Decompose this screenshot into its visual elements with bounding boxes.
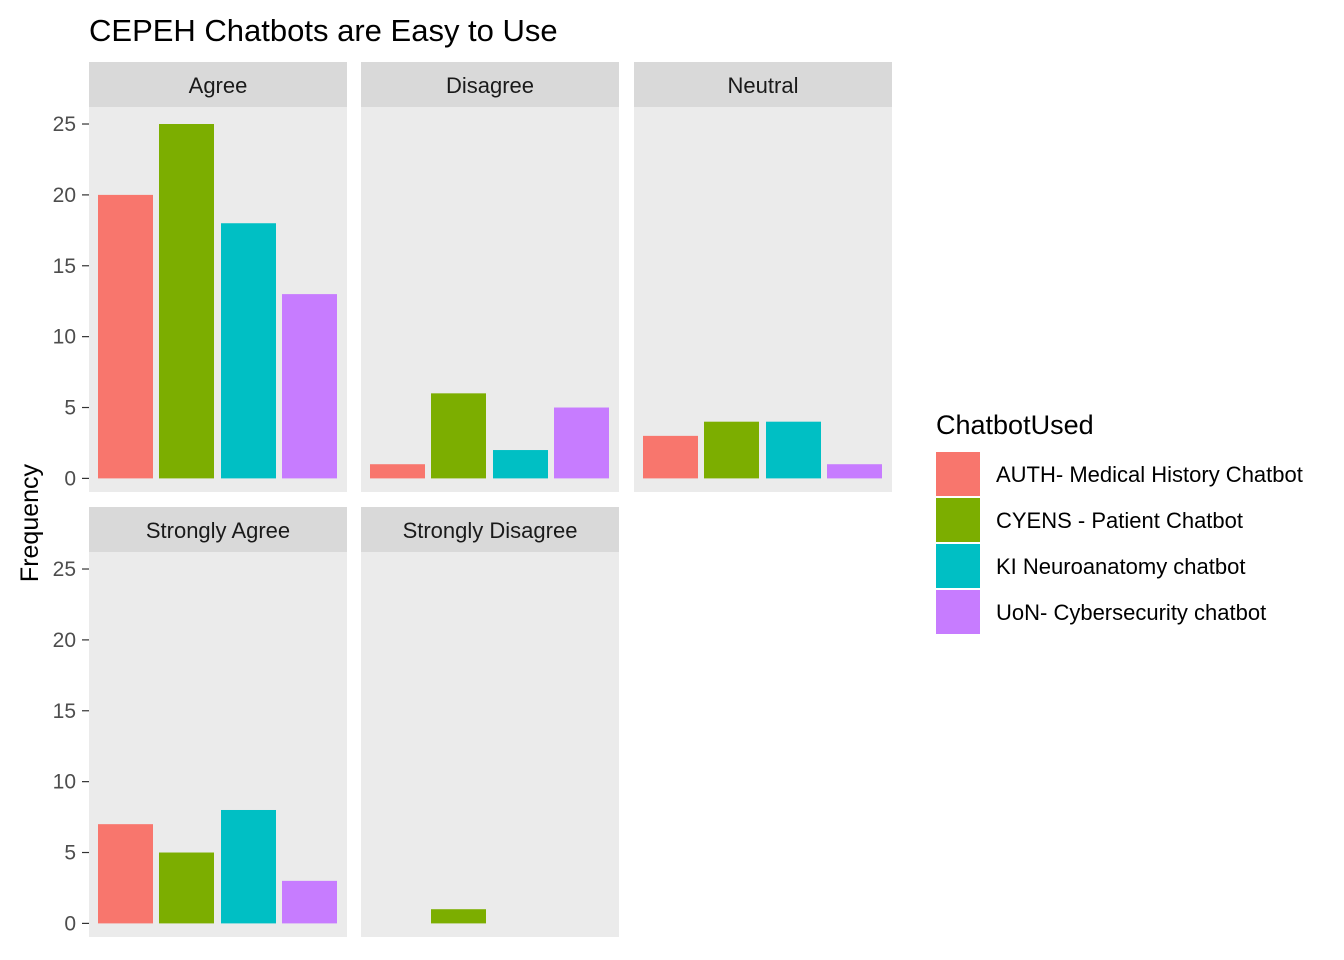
legend-label: CYENS - Patient Chatbot bbox=[996, 508, 1243, 533]
bar bbox=[159, 124, 214, 479]
facet-strip bbox=[89, 507, 347, 552]
bar bbox=[827, 464, 882, 479]
facet-strip-label: Disagree bbox=[446, 73, 534, 98]
bar bbox=[643, 435, 698, 479]
facet-strip-label: Agree bbox=[189, 73, 248, 98]
y-tick-label: 15 bbox=[53, 255, 76, 278]
facet-panel: Disagree bbox=[361, 62, 619, 492]
y-tick-label: 10 bbox=[53, 771, 76, 794]
facet-strip-label: Strongly Disagree bbox=[403, 518, 578, 543]
y-tick-label: 25 bbox=[53, 558, 76, 581]
y-axis-title: Frequency bbox=[16, 463, 44, 582]
y-tick-label: 5 bbox=[64, 842, 76, 865]
bar bbox=[704, 421, 759, 479]
legend-key bbox=[936, 498, 980, 542]
legend-key bbox=[936, 452, 980, 496]
facet-strip-label: Neutral bbox=[728, 73, 799, 98]
chart-title: CEPEH Chatbots are Easy to Use bbox=[89, 13, 558, 48]
bar bbox=[159, 852, 214, 924]
y-tick-label: 5 bbox=[64, 397, 76, 420]
legend-title: ChatbotUsed bbox=[936, 410, 1094, 440]
bar bbox=[98, 824, 153, 924]
bar bbox=[431, 909, 486, 924]
legend: ChatbotUsed AUTH- Medical History Chatbo… bbox=[936, 410, 1303, 634]
y-tick-label: 15 bbox=[53, 700, 76, 723]
facet-strip bbox=[361, 62, 619, 107]
facet-panel: Neutral bbox=[634, 62, 892, 492]
y-tick-label: 0 bbox=[64, 912, 76, 935]
legend-label: KI Neuroanatomy chatbot bbox=[996, 554, 1245, 579]
panel-background bbox=[634, 107, 892, 492]
bar bbox=[554, 407, 609, 479]
bar bbox=[282, 294, 337, 479]
y-tick-label: 0 bbox=[64, 467, 76, 490]
facet-panels: Agree 0 5 10 15 20 25 Disagree Neutral Strongly A… bbox=[53, 62, 892, 937]
legend-label: AUTH- Medical History Chatbot bbox=[996, 462, 1303, 487]
y-tick-label: 25 bbox=[53, 113, 76, 136]
bar bbox=[370, 464, 425, 479]
bar bbox=[431, 393, 486, 479]
panel-background bbox=[361, 552, 619, 937]
bar bbox=[221, 809, 276, 924]
y-tick-label: 20 bbox=[53, 629, 76, 652]
bar bbox=[493, 450, 548, 479]
legend-key bbox=[936, 590, 980, 634]
bar bbox=[766, 421, 821, 479]
facet-strip bbox=[89, 62, 347, 107]
facet-panel: Strongly Agree 0 5 10 15 20 25 bbox=[53, 507, 347, 937]
facet-panel: Strongly Disagree bbox=[361, 507, 619, 937]
y-tick-label: 20 bbox=[53, 184, 76, 207]
y-tick-label: 10 bbox=[53, 326, 76, 349]
facet-panel: Agree 0 5 10 15 20 25 bbox=[53, 62, 347, 492]
facet-strip bbox=[634, 62, 892, 107]
bar bbox=[221, 223, 276, 479]
legend-key bbox=[936, 544, 980, 588]
facet-strip-label: Strongly Agree bbox=[146, 518, 290, 543]
bar bbox=[282, 880, 337, 924]
facet-strip bbox=[361, 507, 619, 552]
bar bbox=[98, 194, 153, 479]
legend-label: UoN- Cybersecurity chatbot bbox=[996, 600, 1266, 625]
